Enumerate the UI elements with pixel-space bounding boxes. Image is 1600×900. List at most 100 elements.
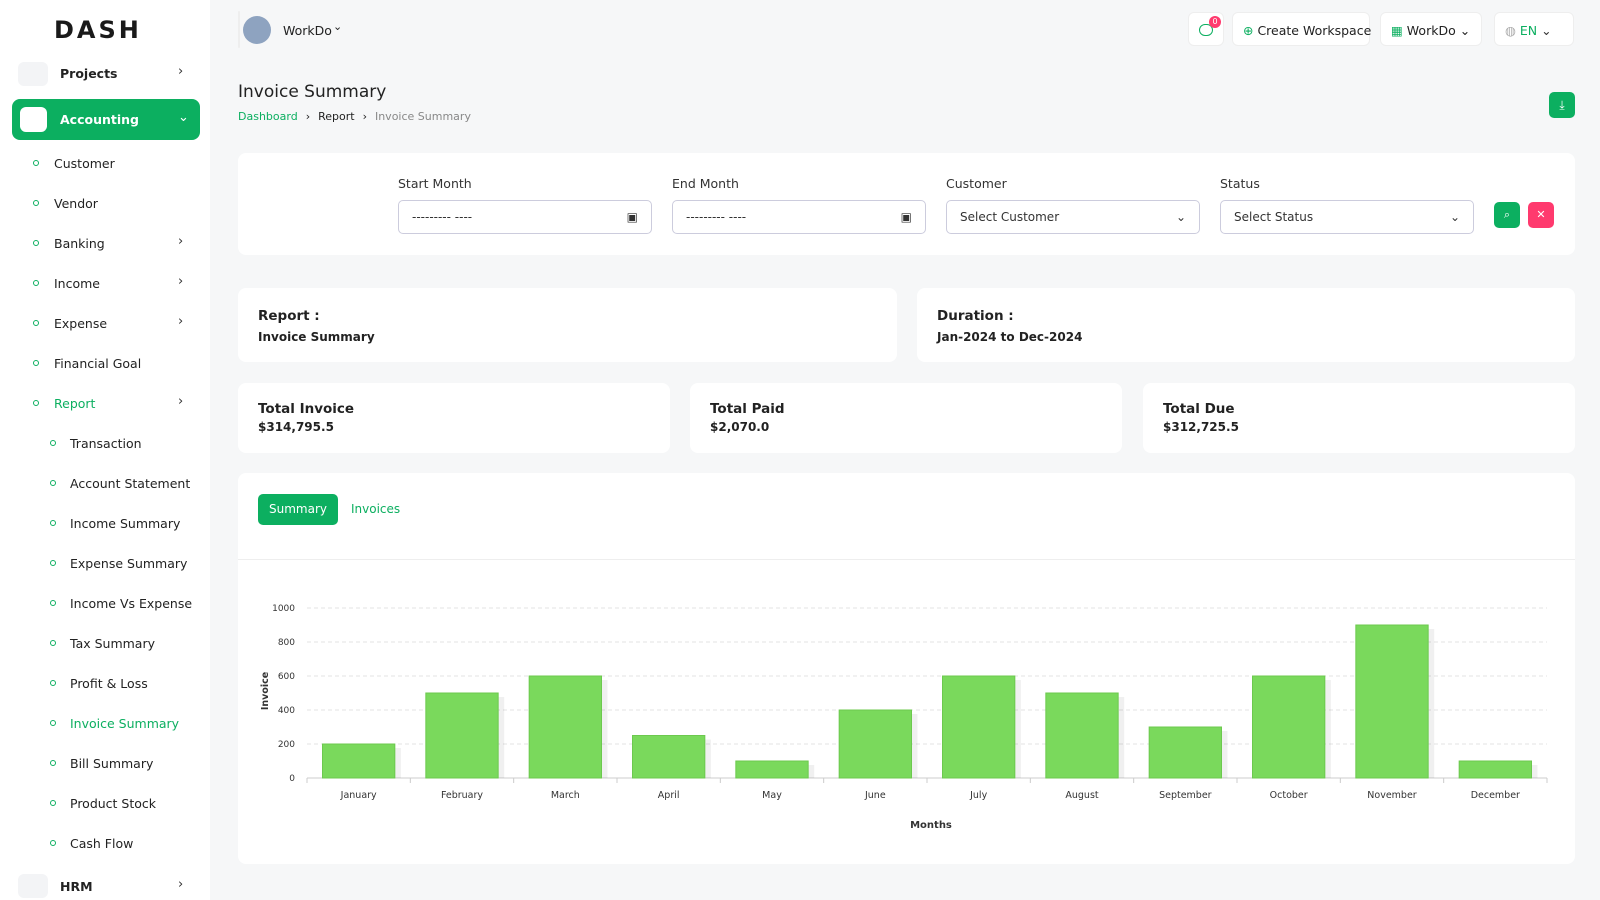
filter-label: Status xyxy=(1220,176,1260,191)
stat-card: Total Due $312,725.5 xyxy=(1143,383,1575,453)
filter-label: Customer xyxy=(946,176,1007,191)
divider xyxy=(238,559,1575,560)
x-tick-label: November xyxy=(1367,790,1417,801)
x-tick-label: May xyxy=(762,790,782,801)
workspace-name: WorkDo xyxy=(283,23,332,38)
y-tick-label: 600 xyxy=(278,672,295,682)
x-tick-label: June xyxy=(864,790,886,801)
stat-card: Total Paid $2,070.0 xyxy=(690,383,1122,453)
y-axis-label: Invoice xyxy=(260,672,271,710)
nav-item[interactable]: Banking xyxy=(54,236,105,251)
date-input[interactable]: --------- ---- ▣ xyxy=(398,200,652,234)
button-text: Create Workspace xyxy=(1257,23,1372,38)
date-input[interactable]: --------- ---- ▣ xyxy=(672,200,926,234)
select[interactable]: Select Status ⌄ xyxy=(1220,200,1474,234)
x-tick-label: April xyxy=(658,790,680,801)
crumb[interactable]: Dashboard xyxy=(238,110,298,123)
logo: DASH xyxy=(54,16,142,44)
stat-value: $314,795.5 xyxy=(258,420,334,434)
label: Duration : xyxy=(937,308,1014,324)
bar xyxy=(942,675,1016,779)
stat-value: $312,725.5 xyxy=(1163,420,1239,434)
chevron: › xyxy=(178,394,184,409)
create-workspace[interactable]: ⊕ Create Workspace xyxy=(1232,12,1372,46)
label: Report : xyxy=(258,308,320,324)
x-tick-label: October xyxy=(1270,790,1308,801)
nav-item[interactable]: Financial Goal xyxy=(54,356,142,371)
chevron: ⌄ xyxy=(178,110,189,125)
nav-item[interactable]: Expense xyxy=(54,316,108,331)
crumb[interactable]: Report xyxy=(318,110,355,123)
stat-label: Total Paid xyxy=(710,401,785,417)
bar xyxy=(1148,726,1223,779)
placeholder: --------- ---- xyxy=(412,210,473,224)
bar xyxy=(735,760,809,779)
x-tick-label: September xyxy=(1159,790,1212,801)
nav-item[interactable]: Income Vs Expense xyxy=(70,596,193,611)
nav-item[interactable]: HRM xyxy=(60,879,93,894)
nav-item[interactable]: Bill Summary xyxy=(70,756,154,771)
messages[interactable]: 0 xyxy=(1188,12,1224,46)
value: Invoice Summary xyxy=(258,330,375,344)
nav-item[interactable]: Account Statement xyxy=(70,476,191,491)
x-axis-label: Months xyxy=(910,820,952,831)
nav-item[interactable]: Report xyxy=(54,396,96,411)
nav-item[interactable]: Vendor xyxy=(54,196,98,211)
search-button[interactable]: ⌕ xyxy=(1494,202,1520,228)
report-card: Report : Invoice Summary xyxy=(238,288,897,362)
nav-item[interactable]: Income xyxy=(54,276,100,291)
download-button[interactable]: ⤓ xyxy=(1549,92,1575,118)
breadcrumb: Dashboard › Report › Invoice Summary xyxy=(238,110,471,123)
nav-item[interactable]: Projects xyxy=(60,66,118,81)
y-tick-label: 1000 xyxy=(272,604,295,614)
chevron: › xyxy=(178,274,184,289)
bar xyxy=(528,675,602,779)
nav-item[interactable]: Cash Flow xyxy=(70,836,134,851)
stat-card: Total Invoice $314,795.5 xyxy=(238,383,670,453)
sidebar: DASH Projects › Accounting ⌄ Customer Vend… xyxy=(0,0,210,900)
nav-item[interactable]: Product Stock xyxy=(70,796,157,811)
badge: 0 xyxy=(1209,16,1221,28)
chevron: › xyxy=(178,234,184,249)
x-tick-label: August xyxy=(1065,790,1099,801)
workspace-switch[interactable]: WorkDo ⌄ xyxy=(238,11,342,48)
language[interactable]: ◍ EN ⌄ xyxy=(1494,12,1574,46)
chart: Months Invoice 0 200 400 600 800 1000 January F… xyxy=(260,604,1548,831)
button-text: WorkDo xyxy=(1406,23,1456,38)
select[interactable]: Select Customer ⌄ xyxy=(946,200,1200,234)
x-tick-label: January xyxy=(340,790,377,801)
reset-button[interactable]: ✕ xyxy=(1528,202,1554,228)
placeholder: Select Customer xyxy=(960,210,1060,224)
value: Jan-2024 to Dec-2024 xyxy=(937,330,1083,344)
placeholder: --------- ---- xyxy=(686,210,747,224)
nav-item[interactable]: Invoice Summary xyxy=(70,716,180,731)
nav-item[interactable]: Accounting xyxy=(60,112,139,127)
y-tick-label: 200 xyxy=(278,740,295,750)
bar xyxy=(632,735,706,779)
y-tick-label: 0 xyxy=(289,774,295,784)
workspace-menu[interactable]: ▦ WorkDo ⌄ xyxy=(1380,12,1482,46)
bar xyxy=(322,743,396,779)
y-tick-label: 400 xyxy=(278,706,295,716)
icon xyxy=(20,107,47,132)
chevron: › xyxy=(178,64,184,79)
nav-item[interactable]: Transaction xyxy=(70,436,142,451)
nav-item[interactable]: Expense Summary xyxy=(70,556,188,571)
stat-value: $2,070.0 xyxy=(710,420,770,434)
nav-item[interactable]: Tax Summary xyxy=(70,636,156,651)
nav-item[interactable]: Income Summary xyxy=(70,516,181,531)
nav-item[interactable]: Profit & Loss xyxy=(70,676,148,691)
x-tick-label: February xyxy=(441,790,483,801)
bar xyxy=(838,709,913,779)
filter-card: Start Month --------- ---- ▣ End Month --… xyxy=(238,153,1575,255)
x-tick-label: July xyxy=(969,790,987,801)
tab[interactable]: Invoices xyxy=(351,502,401,516)
nav-item[interactable]: Customer xyxy=(54,156,115,171)
duration-card: Duration : Jan-2024 to Dec-2024 xyxy=(917,288,1575,362)
bar xyxy=(1458,760,1532,779)
chevron: › xyxy=(178,877,184,892)
stat-label: Total Due xyxy=(1163,401,1235,417)
icon xyxy=(18,62,48,86)
tab-active[interactable]: Summary xyxy=(258,494,338,525)
